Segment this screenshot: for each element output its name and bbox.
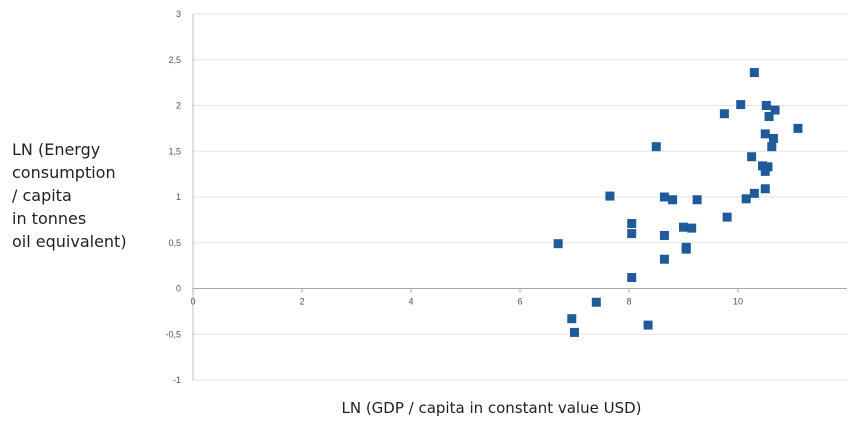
data-point [687, 223, 697, 233]
data-point [749, 188, 759, 198]
data-point [760, 184, 770, 194]
x-tick-label: 6 [517, 297, 522, 307]
data-point [570, 327, 579, 337]
x-tick-labels: 0 2 4 6 8 10 [190, 297, 743, 307]
y-axis-label-line: consumption [12, 163, 116, 182]
data-point [760, 166, 770, 176]
x-tick-label: 0 [190, 297, 195, 307]
y-tick-label: -1 [173, 375, 181, 385]
data-point [591, 297, 601, 307]
x-tick-label: 4 [408, 297, 413, 307]
data-point [749, 68, 759, 78]
data-point [692, 195, 702, 205]
data-point [760, 129, 770, 139]
data-point [722, 212, 732, 222]
x-axis-label: LN (GDP / capita in constant value USD) [341, 399, 642, 417]
x-tick-label: 2 [299, 297, 304, 307]
data-point [758, 161, 768, 171]
data-point [659, 254, 669, 264]
data-point [741, 194, 751, 204]
data-point [770, 105, 780, 115]
data-point [627, 273, 637, 283]
data-point [659, 230, 669, 240]
data-point [736, 100, 746, 110]
data-point [681, 244, 691, 254]
x-tick-label: 10 [733, 297, 743, 307]
data-point [761, 101, 771, 110]
y-tick-label: 0 [176, 284, 181, 294]
x-tick-label: 8 [626, 297, 631, 307]
y-tick-label: 1,5 [168, 146, 181, 156]
data-point [793, 123, 803, 133]
y-tick-label: 1 [176, 192, 181, 202]
y-axis-label-line: / capita [12, 186, 72, 205]
data-point [768, 133, 778, 143]
y-tick-labels: -1 -0,5 0 0,5 1 1,5 2 2,5 3 [165, 9, 181, 385]
axes [192, 14, 847, 380]
data-point [651, 142, 661, 152]
data-point [764, 111, 774, 121]
data-point [679, 222, 688, 232]
data-point [627, 229, 637, 239]
y-tick-label: 2 [176, 101, 181, 111]
y-axis-label-line: oil equivalent) [12, 232, 127, 251]
data-point [605, 191, 615, 201]
data-point [567, 314, 577, 324]
data-point [767, 142, 777, 152]
data-point [668, 195, 678, 205]
y-axis-label-line: in tonnes [12, 209, 87, 228]
data-point [659, 192, 669, 202]
y-tick-label: -0,5 [165, 329, 181, 339]
data-point [553, 239, 563, 249]
data-point [627, 219, 637, 229]
data-point [643, 320, 653, 330]
y-axis-label-line: LN (Energy [12, 140, 101, 159]
data-point [747, 152, 757, 162]
data-points [553, 68, 803, 337]
y-axis-label: LN (Energy consumption / capita in tonne… [12, 138, 162, 253]
y-tick-label: 3 [176, 9, 181, 19]
y-tick-label: 0,5 [168, 238, 181, 248]
data-point [763, 162, 773, 172]
y-tick-label: 2,5 [168, 55, 181, 65]
data-point [719, 109, 729, 119]
